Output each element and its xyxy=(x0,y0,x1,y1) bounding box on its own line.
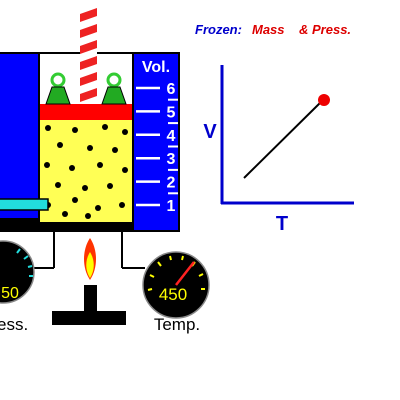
molecules xyxy=(44,124,128,219)
graph-line xyxy=(243,99,324,179)
scale-label: 1 xyxy=(167,198,176,215)
scale-label: 6 xyxy=(167,81,176,98)
volume-column xyxy=(134,54,178,230)
pressure-bar xyxy=(0,198,49,211)
title-prefix: Frozen: xyxy=(195,22,242,37)
title-mass: Mass xyxy=(252,22,285,37)
weights xyxy=(45,72,127,105)
volume-title: Vol. xyxy=(142,59,170,76)
burner xyxy=(52,238,126,325)
pressure-gauge xyxy=(0,240,35,304)
piston-rod xyxy=(80,8,97,104)
left-wall xyxy=(0,54,38,218)
y-axis-label: V xyxy=(203,121,217,143)
scale-label: 4 xyxy=(167,128,176,145)
pressure-label: ess. xyxy=(0,315,28,334)
scale-label: 5 xyxy=(167,104,176,121)
pressure-reading: 50 xyxy=(1,285,19,302)
scale-label: 3 xyxy=(167,151,176,168)
temperature-reading: 450 xyxy=(159,285,187,304)
pressure-ticks xyxy=(16,248,33,277)
piston xyxy=(40,104,132,120)
temperature-needle xyxy=(175,261,195,286)
volume-scale: 6 5 4 3 2 1 xyxy=(136,81,178,215)
x-axis-label: T xyxy=(276,213,288,235)
gas xyxy=(40,120,132,222)
state-point xyxy=(318,94,330,106)
title-press: & Press. xyxy=(299,22,351,37)
scale-label: 2 xyxy=(167,175,176,192)
temperature-label: Temp. xyxy=(154,315,200,334)
